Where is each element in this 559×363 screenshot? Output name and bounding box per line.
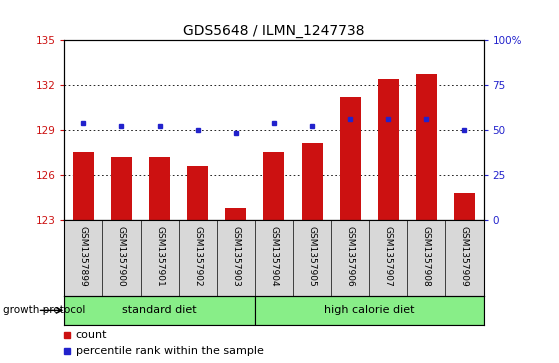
Bar — [64, 296, 255, 325]
Text: GSM1357906: GSM1357906 — [345, 226, 354, 286]
Text: high calorie diet: high calorie diet — [324, 305, 414, 315]
Bar — [454, 193, 475, 220]
Text: growth protocol: growth protocol — [3, 305, 85, 315]
Bar — [187, 166, 208, 220]
Text: GSM1357900: GSM1357900 — [117, 226, 126, 286]
Text: GSM1357905: GSM1357905 — [307, 226, 316, 286]
Bar — [111, 157, 132, 220]
Bar — [301, 143, 323, 220]
Bar — [263, 152, 285, 220]
Bar — [73, 152, 94, 220]
Bar — [149, 157, 170, 220]
Bar — [378, 79, 399, 220]
Text: GSM1357908: GSM1357908 — [422, 226, 431, 286]
Title: GDS5648 / ILMN_1247738: GDS5648 / ILMN_1247738 — [183, 24, 364, 37]
Bar — [255, 296, 484, 325]
Bar — [225, 208, 247, 220]
Text: GSM1357907: GSM1357907 — [383, 226, 393, 286]
Text: count: count — [75, 330, 107, 340]
Text: standard diet: standard diet — [122, 305, 197, 315]
Text: GSM1357902: GSM1357902 — [193, 226, 202, 286]
Text: GSM1357903: GSM1357903 — [231, 226, 240, 286]
Bar — [340, 97, 361, 220]
Text: GSM1357909: GSM1357909 — [460, 226, 469, 286]
Text: GSM1357899: GSM1357899 — [79, 226, 88, 286]
Bar — [416, 74, 437, 220]
Text: GSM1357901: GSM1357901 — [155, 226, 164, 286]
Text: percentile rank within the sample: percentile rank within the sample — [75, 346, 263, 356]
Text: GSM1357904: GSM1357904 — [269, 226, 278, 286]
